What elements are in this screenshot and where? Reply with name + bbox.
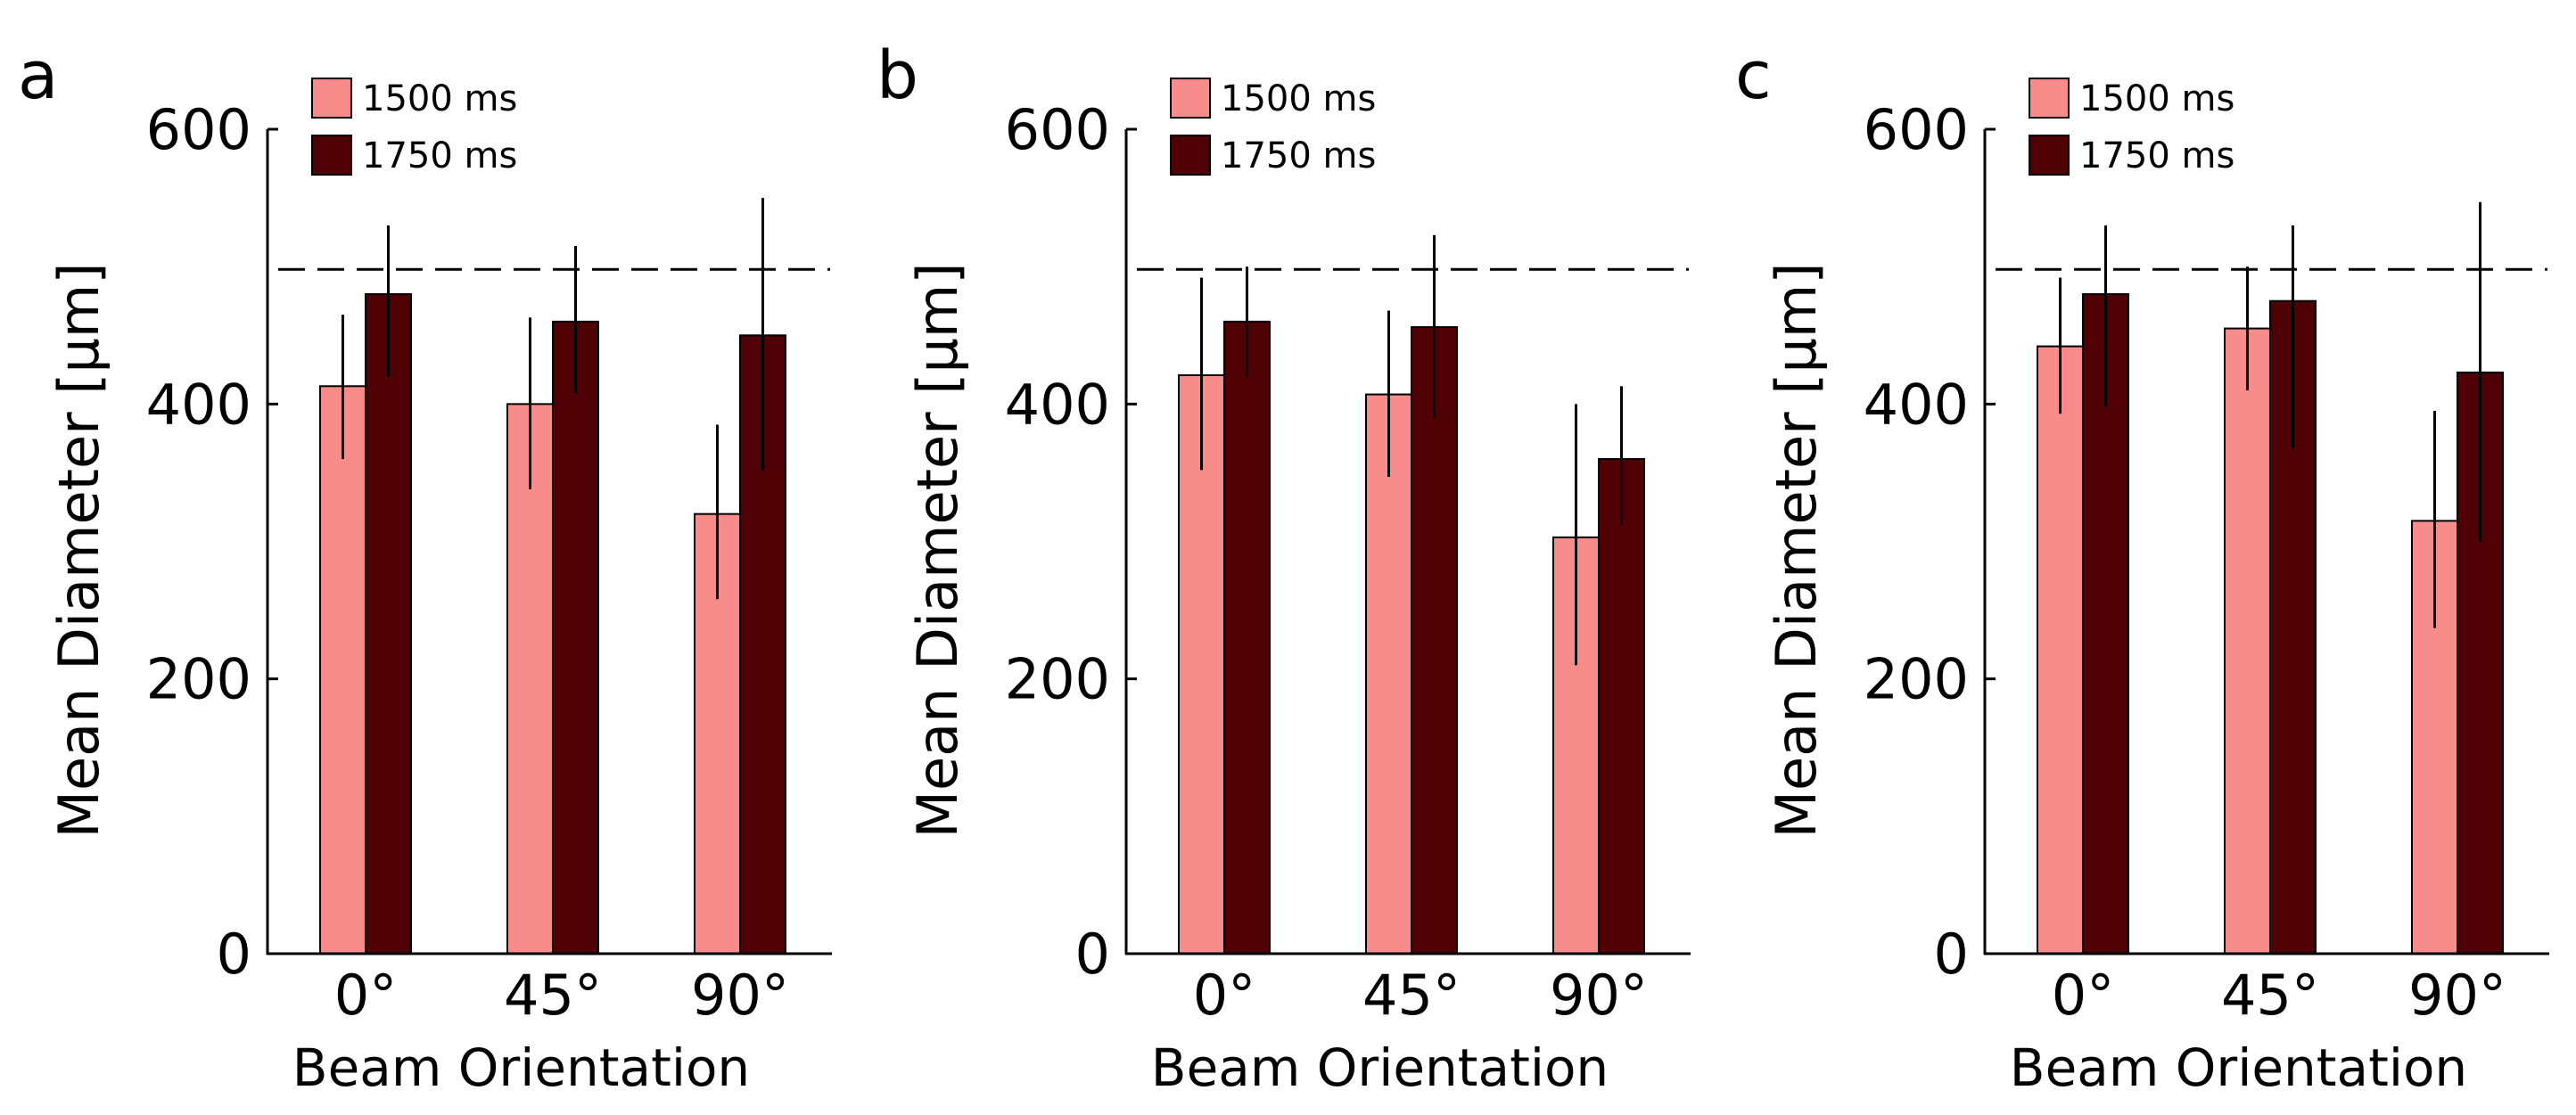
legend-swatch-1500ms	[311, 78, 352, 119]
y-tick-label: 200	[1005, 647, 1110, 712]
bar-45deg-1500ms	[2224, 327, 2271, 955]
y-tick-label: 400	[1864, 372, 1969, 437]
bar-45deg-1750ms	[552, 320, 599, 955]
x-tick-label: 45°	[1362, 963, 1461, 1028]
panel-letter: c	[1735, 37, 1772, 114]
y-axis-title: Mean Diameter [µm]	[46, 262, 111, 838]
y-tick-label: 0	[1075, 922, 1110, 987]
x-axis-title: Beam Orientation	[1151, 1037, 1609, 1098]
legend-label: 1750 ms	[1221, 135, 1376, 176]
bar-45deg-1500ms	[506, 403, 554, 955]
y-tick-label: 600	[146, 97, 251, 162]
bar-45deg-1500ms	[1365, 393, 1412, 955]
legend-swatch-1750ms	[1170, 135, 1211, 176]
x-tick-label: 0°	[1193, 963, 1255, 1028]
x-tick-label: 45°	[504, 963, 602, 1028]
legend-label: 1500 ms	[1221, 78, 1376, 119]
x-tick-label: 0°	[2052, 963, 2114, 1028]
y-tick-label: 400	[1005, 372, 1110, 437]
bar-0deg-1500ms	[1178, 373, 1225, 955]
legend-label: 1750 ms	[2079, 135, 2234, 176]
bar-0deg-1750ms	[1223, 320, 1271, 955]
legend-label: 1500 ms	[2079, 78, 2234, 119]
x-tick-label: 90°	[2408, 963, 2506, 1028]
x-tick-label: 0°	[334, 963, 397, 1028]
y-tick-label: 0	[1934, 922, 1969, 987]
bar-0deg-1500ms	[2037, 345, 2084, 955]
legend-swatch-1750ms	[2029, 135, 2070, 176]
panel-letter: a	[18, 37, 58, 114]
x-axis-title: Beam Orientation	[2010, 1037, 2467, 1098]
legend-label: 1500 ms	[362, 78, 517, 119]
x-tick-label: 45°	[2221, 963, 2319, 1028]
bar-0deg-1750ms	[365, 293, 412, 955]
bar-90deg-1750ms	[1598, 458, 1645, 955]
y-tick-label: 0	[217, 922, 251, 987]
chart-panel-c: c 0 200 400 600 0° 45° 90° Beam Orientation Mean …	[1735, 37, 2549, 1098]
y-tick-label: 400	[146, 372, 251, 437]
legend-swatch-1500ms	[1170, 78, 1211, 119]
x-tick-label: 90°	[691, 963, 789, 1028]
y-tick-label: 200	[146, 647, 251, 712]
legend-swatch-1750ms	[311, 135, 352, 176]
y-tick-label: 600	[1864, 97, 1969, 162]
y-tick-label: 200	[1864, 647, 1969, 712]
bar-45deg-1750ms	[1411, 326, 1458, 955]
x-tick-label: 90°	[1550, 963, 1648, 1028]
y-tick-label: 600	[1005, 97, 1110, 162]
chart-panel-b: b 0 200 400 600 0° 45° 90° Beam Orientation Mean …	[876, 37, 1691, 1098]
legend-swatch-1500ms	[2029, 78, 2070, 119]
legend-label: 1750 ms	[362, 135, 517, 176]
panel-letter: b	[876, 37, 918, 114]
y-axis-title: Mean Diameter [µm]	[905, 262, 970, 838]
bar-0deg-1500ms	[319, 385, 366, 955]
x-axis-title: Beam Orientation	[292, 1037, 750, 1098]
chart-panel-a: a 0 200 400 600 0° 45° 90° Beam Orientation Mean …	[18, 37, 832, 1098]
y-axis-title: Mean Diameter [µm]	[1764, 262, 1829, 838]
